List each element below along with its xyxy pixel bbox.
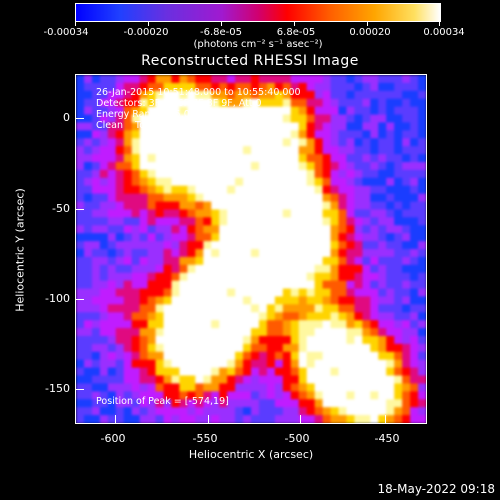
- plot-title: Reconstructed RHESSI Image: [141, 53, 359, 69]
- info-time-range: 26-Jan-2015 10:51:48.000 to 10:55:40.000: [96, 87, 301, 98]
- x-tick: [115, 415, 116, 423]
- image-plot-area: 26-Jan-2015 10:51:48.000 to 10:55:40.000…: [75, 74, 427, 424]
- colorbar-tick: [75, 21, 76, 26]
- y-tick-label: -100: [45, 292, 70, 305]
- info-detectors: Detectors: 3F 5F 6F 7F 8F 9F, Att 0: [96, 98, 262, 109]
- y-tick: [76, 118, 84, 119]
- colorbar-units: (photons cm⁻² s⁻¹ asec⁻²): [193, 39, 323, 50]
- colorbar-tick: [439, 21, 440, 26]
- x-axis-title: Heliocentric X (arcsec): [188, 448, 314, 461]
- colorbar-tick-label: 0.00034: [423, 27, 465, 38]
- colorbar-tick-label: -0.00020: [123, 27, 169, 38]
- colorbar-tick-label: 0.00020: [349, 27, 391, 38]
- colorbar-tick: [148, 21, 149, 26]
- x-tick-label: -500: [284, 432, 310, 445]
- y-tick-label: -50: [52, 202, 70, 215]
- colorbar-tick: [221, 21, 222, 26]
- colorbar-tick: [367, 21, 368, 26]
- y-tick: [76, 299, 84, 300]
- x-tick-label: -450: [374, 432, 400, 445]
- x-tick: [385, 415, 386, 423]
- info-clean-counts: Clean Total counts: 5.33E+03: [96, 120, 246, 131]
- y-tick-label: 0: [63, 111, 70, 124]
- x-tick-label: -550: [192, 432, 218, 445]
- info-energy-range: Energy Range: 25.0 - 50.0 keV: [96, 109, 241, 120]
- y-tick: [76, 389, 84, 390]
- colorbar-tick-label: -6.8e-05: [200, 27, 242, 38]
- peak-position: Position of Peak = [-574,19]: [96, 396, 229, 407]
- y-tick-label: -150: [45, 382, 70, 395]
- y-tick: [76, 209, 84, 210]
- colorbar-tick: [294, 21, 295, 26]
- plot-timestamp: 18-May-2022 09:18: [377, 482, 495, 496]
- y-axis-title: Heliocentric Y (arcsec): [13, 188, 27, 312]
- x-tick: [208, 415, 209, 423]
- x-tick: [300, 415, 301, 423]
- x-tick-label: -600: [100, 432, 126, 445]
- rhessi-image: [76, 75, 426, 423]
- colorbar-tick-label: 6.8e-05: [276, 27, 316, 38]
- colorbar-tick-label: -0.00034: [43, 27, 89, 38]
- colorbar: [75, 3, 441, 22]
